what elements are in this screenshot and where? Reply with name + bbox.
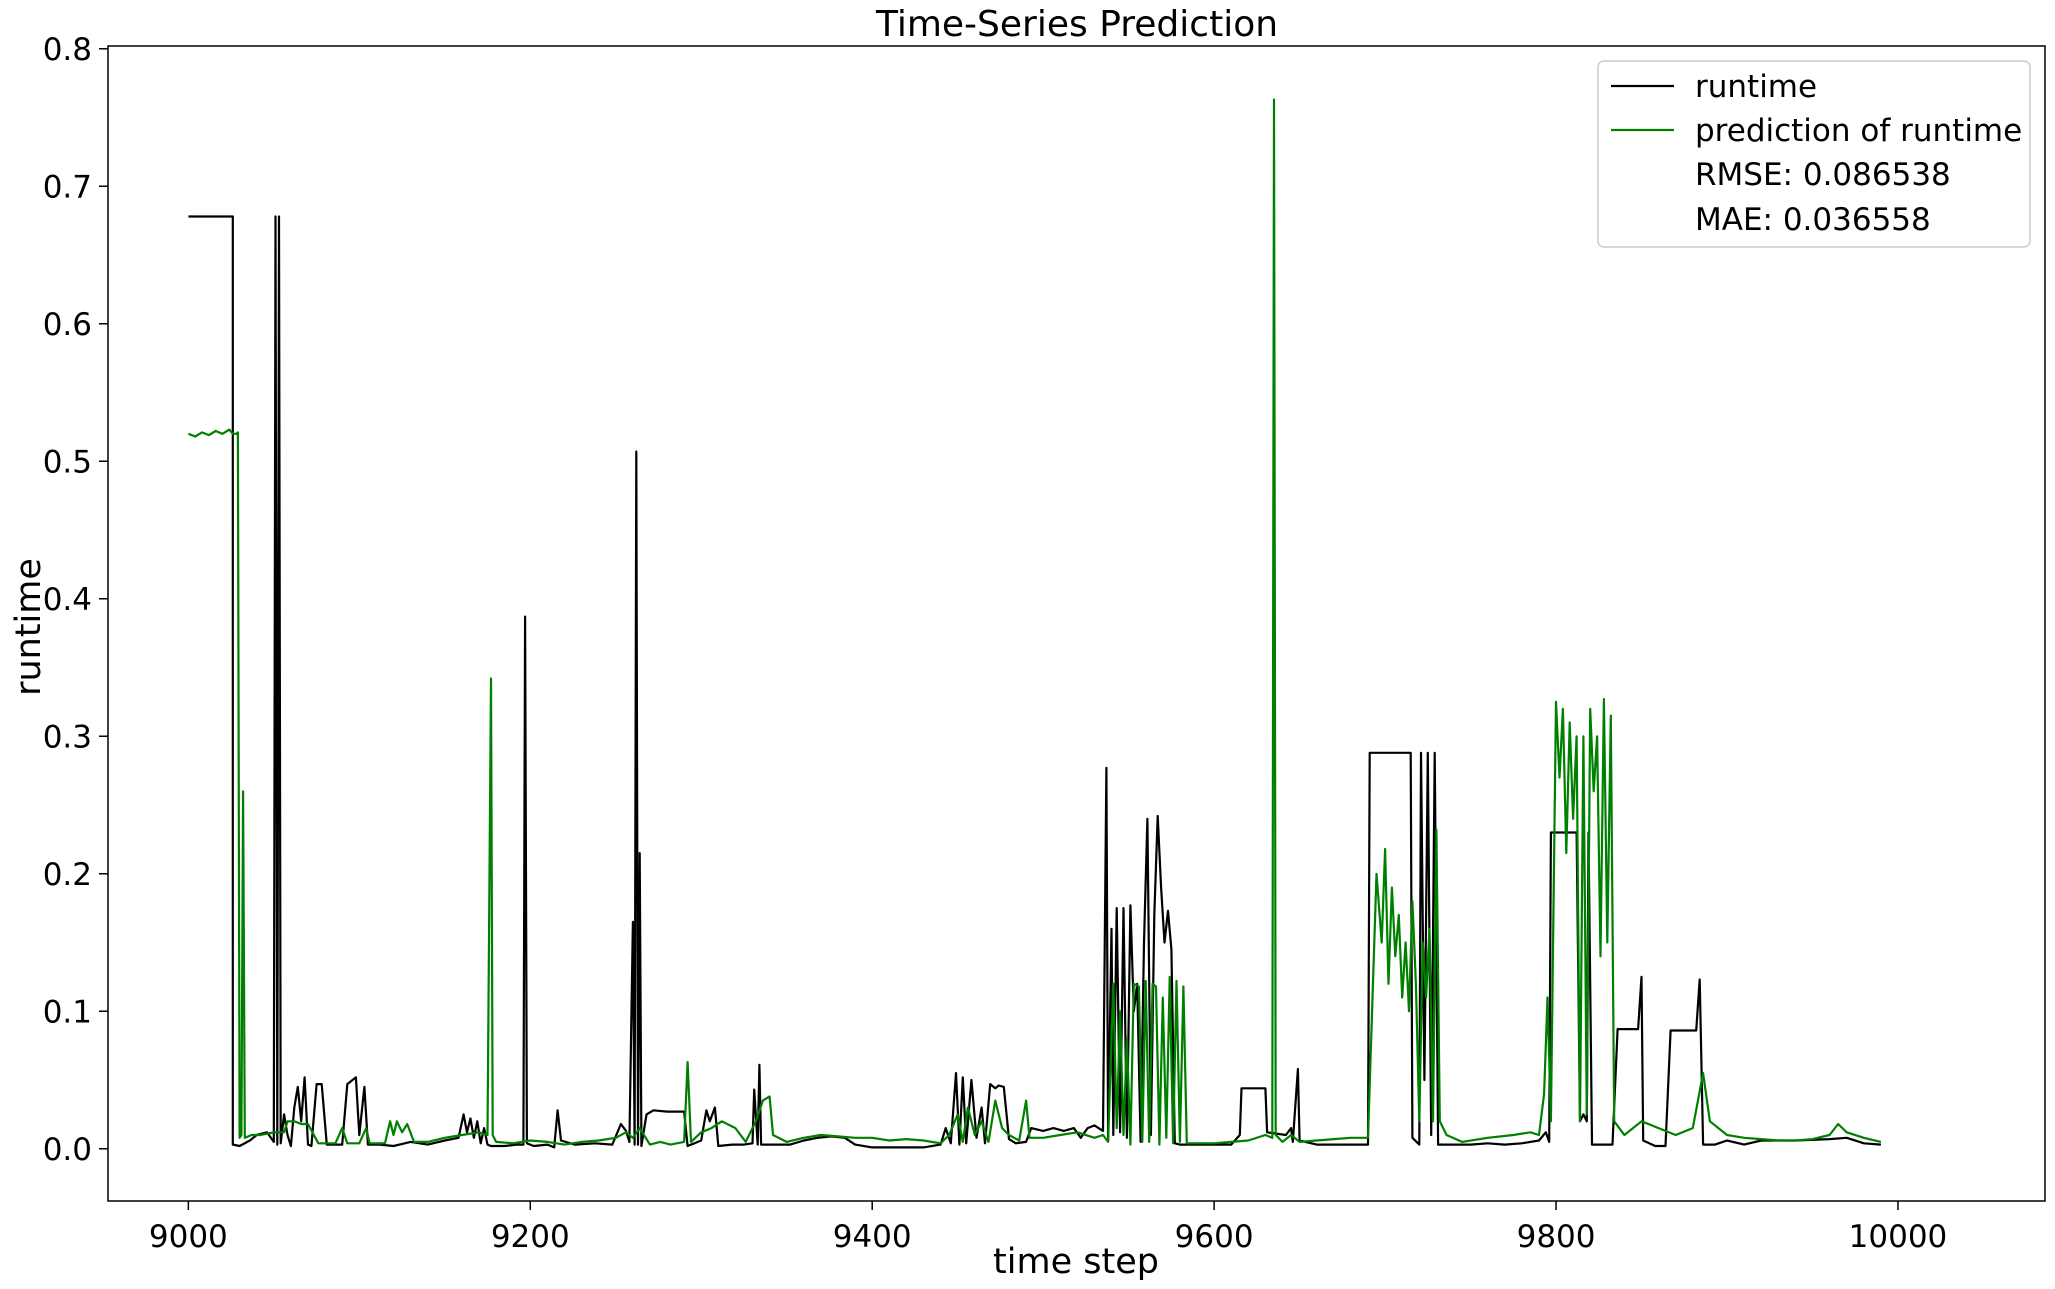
x-tick-label: 10000 — [1849, 1219, 1948, 1255]
legend-mae-text: MAE: 0.036558 — [1695, 202, 1931, 238]
x-tick-label: 9000 — [149, 1219, 228, 1255]
y-tick-label: 0.1 — [43, 994, 92, 1030]
legend-label-runtime: runtime — [1695, 69, 1817, 105]
x-axis-ticks: 9000 9200 9400 9600 9800 10000 — [149, 1201, 1947, 1255]
legend-label-prediction: prediction of runtime — [1695, 113, 2022, 149]
y-tick-label: 0.3 — [43, 719, 92, 755]
legend-rmse-text: RMSE: 0.086538 — [1695, 157, 1951, 193]
plot-frame — [107, 45, 2046, 1202]
y-tick-label: 0.8 — [43, 32, 92, 68]
y-tick-label: 0.5 — [43, 444, 92, 480]
y-tick-label: 0.7 — [43, 169, 92, 205]
series-line-runtime — [188, 215, 1881, 1149]
x-tick-label: 9800 — [1517, 1219, 1596, 1255]
x-tick-label: 9600 — [1175, 1219, 1254, 1255]
x-axis-label: time step — [993, 1242, 1159, 1282]
y-axis-ticks: 0.0 0.1 0.2 0.3 0.4 0.5 0.6 0.7 0.8 — [43, 32, 108, 1168]
legend-box — [1597, 60, 2031, 248]
y-tick-label: 0.4 — [43, 582, 92, 618]
series-layer — [187, 98, 1882, 1149]
y-axis-label: runtime — [9, 558, 49, 696]
x-tick-label: 9200 — [491, 1219, 570, 1255]
series-line-prediction — [187, 98, 1882, 1146]
legend: runtime prediction of runtime RMSE: 0.08… — [1597, 60, 2031, 248]
chart-title: Time-Series Prediction — [875, 4, 1278, 45]
y-tick-label: 0.0 — [43, 1132, 92, 1168]
y-tick-label: 0.2 — [43, 857, 92, 893]
y-tick-label: 0.6 — [43, 307, 92, 343]
x-tick-label: 9400 — [833, 1219, 912, 1255]
